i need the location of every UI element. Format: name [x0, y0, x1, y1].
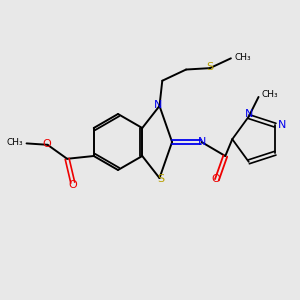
Text: S: S [157, 174, 164, 184]
Text: O: O [42, 139, 51, 149]
Text: O: O [68, 180, 77, 190]
Text: CH₃: CH₃ [7, 138, 24, 147]
Text: N: N [154, 100, 163, 110]
Text: N: N [198, 137, 207, 147]
Text: O: O [212, 174, 220, 184]
Text: N: N [244, 109, 253, 118]
Text: N: N [278, 120, 287, 130]
Text: S: S [206, 62, 213, 72]
Text: CH₃: CH₃ [235, 53, 251, 62]
Text: CH₃: CH₃ [262, 91, 278, 100]
